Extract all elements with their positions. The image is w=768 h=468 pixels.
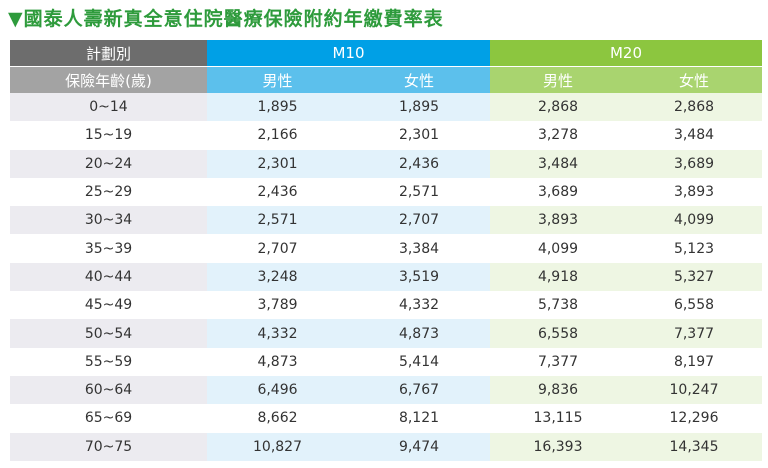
data-row: 35~39 2,707 3,384 4,099 5,123 bbox=[10, 234, 762, 262]
rate-cell: 2,571 bbox=[207, 206, 348, 235]
data-row: 40~44 3,248 3,519 4,918 5,327 bbox=[10, 262, 762, 292]
rate-cell: 2,571 bbox=[398, 184, 440, 201]
rate-cell: 6,496 bbox=[207, 375, 348, 405]
subheader-cell: 保險年齡(歲) bbox=[10, 66, 207, 93]
rate-cell: 4,332 bbox=[207, 319, 348, 348]
rate-cell: 7,377 bbox=[537, 353, 579, 370]
rate-cell: 4,873 bbox=[257, 353, 298, 370]
subheader-row: 保險年齡(歲) 男性 女性 男性 女性 bbox=[10, 66, 762, 93]
age-cell: 0~14 bbox=[10, 93, 207, 122]
age-cell: 15~19 bbox=[84, 127, 133, 144]
rate-cell: 6,767 bbox=[348, 375, 490, 405]
rate-cell: 5,738 bbox=[537, 297, 579, 314]
rate-cell: 3,248 bbox=[207, 262, 348, 292]
gender-header: 男性 bbox=[207, 66, 348, 93]
rate-cell: 3,689 bbox=[537, 184, 579, 201]
age-cell: 35~39 bbox=[84, 240, 133, 257]
rate-cell: 3,484 bbox=[673, 127, 715, 144]
rate-cell: 3,893 bbox=[673, 184, 715, 201]
rate-cell: 2,707 bbox=[257, 240, 298, 257]
rate-cell: 4,099 bbox=[537, 240, 579, 257]
data-row: 15~19 2,166 2,301 3,278 3,484 bbox=[10, 121, 762, 149]
rate-cell: 13,115 bbox=[533, 410, 583, 427]
rate-cell: 10,827 bbox=[207, 432, 348, 461]
rate-cell: 6,558 bbox=[673, 297, 715, 314]
rate-cell: 3,893 bbox=[490, 206, 626, 235]
age-cell: 25~29 bbox=[84, 184, 133, 201]
data-row: 70~75 10,827 9,474 16,393 14,345 bbox=[10, 432, 762, 461]
gender-header: 男性 bbox=[490, 66, 626, 93]
rate-cell: 14,345 bbox=[626, 432, 762, 461]
age-cell: 30~34 bbox=[10, 206, 207, 235]
rate-cell: 2,301 bbox=[207, 149, 348, 178]
rate-cell: 7,377 bbox=[626, 319, 762, 348]
rate-cell: 3,484 bbox=[490, 149, 626, 178]
rate-table: 計劃別 M10 M20 保險年齡(歲) 男性 女性 男性 女性 0~14 1,895 1,895 2,… bbox=[10, 40, 762, 461]
age-cell: 60~64 bbox=[10, 375, 207, 405]
data-row: 65~69 8,662 8,121 13,115 12,296 bbox=[10, 404, 762, 432]
rate-cell: 8,121 bbox=[398, 410, 440, 427]
header-cell: 計劃別 bbox=[10, 40, 207, 67]
rate-cell: 2,436 bbox=[257, 184, 298, 201]
page-title: ▼國泰人壽新真全意住院醫療保險附約年繳費率表 bbox=[8, 8, 444, 30]
plan-header: M10 bbox=[207, 40, 490, 67]
data-row: 25~29 2,436 2,571 3,689 3,893 bbox=[10, 178, 762, 206]
rate-cell: 9,474 bbox=[348, 432, 490, 461]
rate-cell: 16,393 bbox=[490, 432, 626, 461]
header-row: 計劃別 M10 M20 bbox=[10, 40, 762, 67]
age-cell: 55~59 bbox=[84, 353, 133, 370]
rate-cell: 3,689 bbox=[626, 149, 762, 178]
rate-cell: 2,436 bbox=[348, 149, 490, 178]
rate-cell: 4,099 bbox=[626, 206, 762, 235]
data-row: 30~34 2,571 2,707 3,893 4,099 bbox=[10, 206, 762, 235]
rate-cell: 8,662 bbox=[257, 410, 298, 427]
age-cell: 20~24 bbox=[10, 149, 207, 178]
rate-cell: 2,166 bbox=[257, 127, 298, 144]
plan-header: M20 bbox=[490, 40, 762, 67]
rate-cell: 5,414 bbox=[398, 353, 440, 370]
gender-header: 女性 bbox=[348, 66, 490, 93]
rate-cell: 6,558 bbox=[490, 319, 626, 348]
rate-cell: 4,332 bbox=[398, 297, 440, 314]
data-row: 45~49 3,789 4,332 5,738 6,558 bbox=[10, 291, 762, 319]
rate-cell: 2,301 bbox=[398, 127, 440, 144]
rate-cell: 4,873 bbox=[348, 319, 490, 348]
rate-cell: 10,247 bbox=[626, 375, 762, 405]
data-row: 0~14 1,895 1,895 2,868 2,868 bbox=[10, 93, 762, 122]
rate-cell: 5,327 bbox=[626, 262, 762, 292]
rate-cell: 12,296 bbox=[669, 410, 719, 427]
rate-cell: 2,707 bbox=[348, 206, 490, 235]
data-row: 60~64 6,496 6,767 9,836 10,247 bbox=[10, 375, 762, 405]
rate-cell: 2,868 bbox=[626, 93, 762, 122]
rate-cell: 8,197 bbox=[673, 353, 715, 370]
rate-cell: 3,519 bbox=[348, 262, 490, 292]
data-row: 20~24 2,301 2,436 3,484 3,689 bbox=[10, 149, 762, 178]
rate-cell: 5,123 bbox=[673, 240, 715, 257]
data-row: 55~59 4,873 5,414 7,377 8,197 bbox=[10, 348, 762, 376]
rate-cell: 9,836 bbox=[490, 375, 626, 405]
rate-cell: 4,918 bbox=[490, 262, 626, 292]
rate-cell: 2,868 bbox=[490, 93, 626, 122]
age-cell: 65~69 bbox=[84, 410, 133, 427]
rate-cell: 1,895 bbox=[348, 93, 490, 122]
rate-cell: 3,384 bbox=[398, 240, 440, 257]
age-cell: 40~44 bbox=[10, 262, 207, 292]
rate-cell: 1,895 bbox=[207, 93, 348, 122]
data-row: 50~54 4,332 4,873 6,558 7,377 bbox=[10, 319, 762, 348]
gender-header: 女性 bbox=[626, 66, 762, 93]
age-cell: 70~75 bbox=[10, 432, 207, 461]
age-cell: 50~54 bbox=[10, 319, 207, 348]
rate-cell: 3,789 bbox=[257, 297, 298, 314]
age-cell: 45~49 bbox=[84, 297, 133, 314]
rate-cell: 3,278 bbox=[537, 127, 579, 144]
